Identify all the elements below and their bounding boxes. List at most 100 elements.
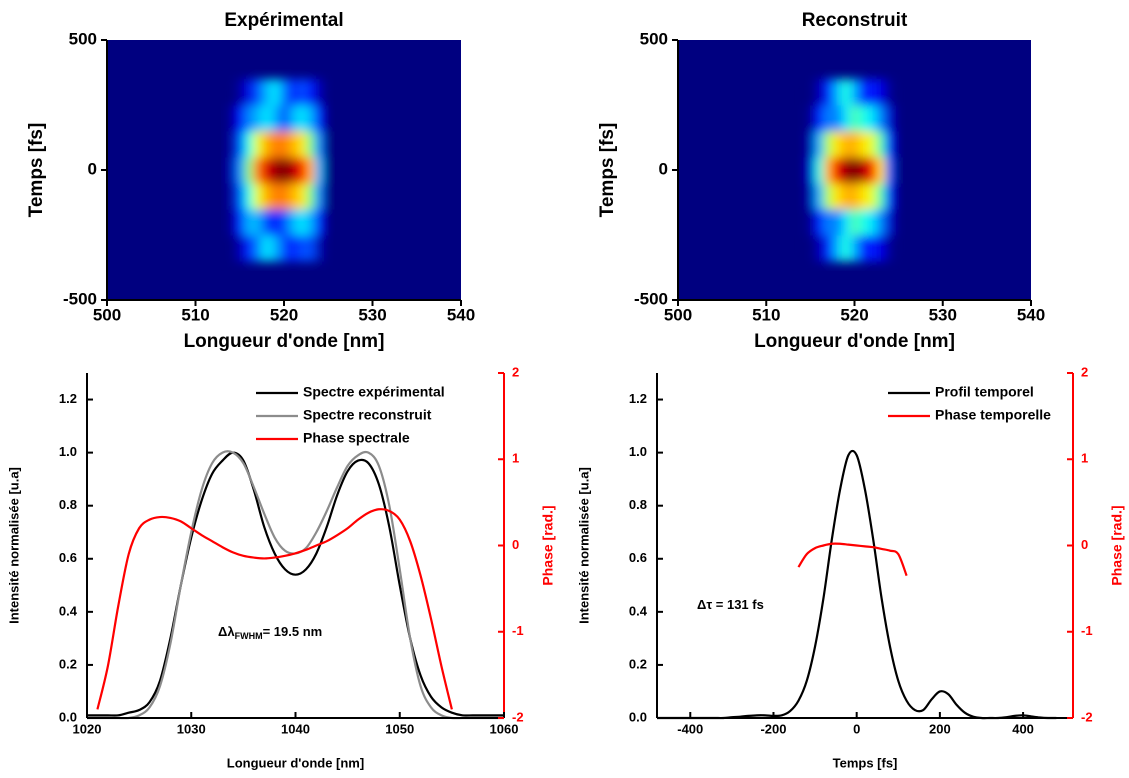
y-tick-label: 0.0 — [629, 709, 647, 724]
heatmap-cell — [288, 131, 298, 158]
y-tick-label: 0.8 — [629, 497, 647, 512]
annotation: Δτ = 131 fs — [697, 597, 764, 612]
y2-tick-label: 0 — [512, 537, 519, 552]
heatmap-cell — [858, 131, 869, 158]
x-tick-label: -400 — [677, 721, 703, 736]
heatmap-cell — [858, 105, 869, 132]
x-tick-label: 520 — [840, 305, 868, 324]
heatmap-cell — [832, 235, 842, 262]
y2-tick-label: 1 — [1081, 451, 1088, 466]
heatmap-cell — [814, 157, 825, 184]
x-axis-label: Temps [fs] — [833, 755, 898, 770]
heatmap-cell — [858, 79, 869, 106]
heatmap-cell — [858, 157, 869, 184]
heatmap-cell — [314, 79, 325, 106]
annotation-text: Δλ — [218, 624, 235, 639]
x-tick-label: 500 — [93, 305, 121, 324]
y2-tick-label: 1 — [512, 451, 519, 466]
y-axis-label: Intensité normalisée [u.a] — [6, 467, 21, 624]
heatmap-cell — [297, 131, 307, 158]
y-tick-label: 0 — [88, 159, 97, 178]
heatmap-cell — [261, 209, 272, 236]
heatmap-cell — [314, 183, 325, 210]
x-tick-label: 1050 — [385, 721, 414, 736]
x-tick-label: 1060 — [490, 721, 519, 736]
heatmap-cell — [306, 235, 316, 262]
x-tick-label: 530 — [358, 305, 386, 324]
y-tick-label: 1.0 — [59, 444, 77, 459]
heatmap-cell — [323, 131, 334, 158]
heatmap-cell — [814, 235, 825, 262]
series-line — [96, 508, 453, 710]
x-axis-label: Longueur d'onde [nm] — [184, 331, 385, 352]
heatmap-cell — [867, 131, 878, 158]
y-tick-label: 500 — [69, 29, 97, 48]
y-tick-label: 0 — [659, 159, 668, 178]
heatmap-cell — [288, 235, 298, 262]
heatmap-cell — [814, 183, 825, 210]
y-tick-label: 0.4 — [629, 603, 648, 618]
heatmap-cell — [885, 183, 895, 210]
heatmap-cell — [832, 183, 842, 210]
heatmap-cell — [279, 183, 289, 210]
heatmap-cell — [244, 235, 254, 262]
heatmap-cell — [850, 235, 860, 262]
x-tick-label: 540 — [1017, 305, 1045, 324]
heatmap-cell — [797, 235, 807, 262]
heatmap-cell — [235, 131, 245, 158]
heatmap-cells — [797, 79, 904, 262]
y2-tick-label: -1 — [512, 623, 524, 638]
heatmap-cell — [823, 209, 833, 236]
heatmap-cell — [297, 209, 307, 236]
heatmap-cell — [805, 209, 816, 236]
heatmap-cell — [823, 157, 833, 184]
heatmap-cell — [850, 183, 860, 210]
heatmap-cell — [288, 183, 298, 210]
heatmap-cell — [314, 157, 325, 184]
heatmap-cell — [270, 79, 281, 106]
y-axis-label: Intensité normalisée [u.a] — [576, 467, 591, 624]
heatmap-cell — [841, 131, 851, 158]
heatmap-cell — [867, 209, 878, 236]
x-tick-label: 530 — [929, 305, 957, 324]
y-axis-label: Temps [fs] — [26, 123, 47, 218]
heatmap-cell — [841, 209, 851, 236]
heatmap-cell — [253, 235, 263, 262]
heatmap-cell — [805, 157, 816, 184]
y-axis-label: Temps [fs] — [597, 123, 618, 218]
heatmap-cell — [858, 235, 869, 262]
heatmap-cell — [841, 79, 851, 106]
y2-axis-label: Phase [rad.] — [540, 505, 556, 585]
heatmap-cell — [850, 131, 860, 158]
heatmap-cell — [797, 209, 807, 236]
heatmap-cell — [841, 183, 851, 210]
heatmap-cell — [867, 183, 878, 210]
x-tick-label: 500 — [664, 305, 692, 324]
heatmap-cell — [832, 79, 842, 106]
y-tick-label: -500 — [634, 289, 668, 308]
heatmap-cell — [253, 209, 263, 236]
series-line — [797, 542, 908, 577]
heatmap-cell — [235, 235, 245, 262]
heatmap-cell — [885, 79, 895, 106]
heatmap-cell — [832, 131, 842, 158]
heatmap-cell — [270, 105, 281, 132]
heatmap-cell — [867, 157, 878, 184]
heatmap-cell — [876, 157, 886, 184]
heatmap-cell — [306, 131, 316, 158]
heatmap-cell — [858, 209, 869, 236]
heatmap-cell — [832, 209, 842, 236]
heatmap-cell — [323, 79, 334, 106]
heatmap — [678, 40, 1031, 300]
heatmap-cell — [841, 157, 851, 184]
heatmap-cell — [823, 183, 833, 210]
heatmap-cell — [244, 105, 254, 132]
y-tick-label: 0.2 — [629, 656, 647, 671]
heatmap-cell — [253, 105, 263, 132]
heatmap-cell — [876, 105, 886, 132]
y2-tick-label: -2 — [512, 709, 524, 724]
chart-title: Expérimental — [224, 10, 343, 31]
heatmap-cell — [832, 157, 842, 184]
heatmap-cells — [226, 79, 334, 262]
heatmap-cell — [235, 79, 245, 106]
